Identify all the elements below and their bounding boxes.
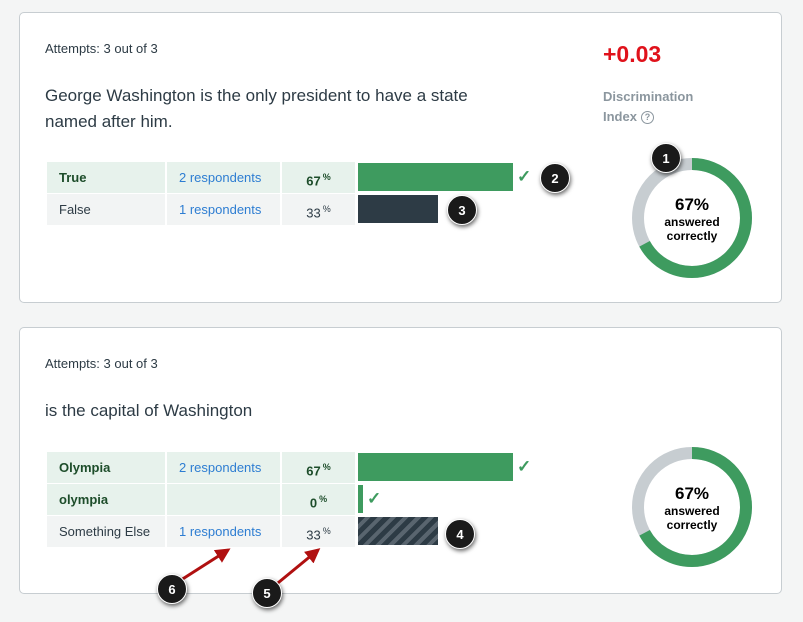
donut-arc: [632, 158, 752, 278]
callout-badge-3: 3: [447, 195, 477, 225]
answer-percent: 67%: [282, 162, 355, 193]
percent-value: 67: [306, 173, 321, 189]
percent-sign: %: [322, 526, 331, 536]
donut-text: 67% answered correctly: [631, 195, 753, 243]
donut-percent: 67%: [674, 484, 710, 503]
answer-bar: [358, 163, 513, 191]
percent-value: 67: [306, 463, 321, 479]
discrimination-label-text: Discrimination Index: [603, 89, 694, 124]
percent-sign: %: [322, 204, 331, 214]
discrimination-index-label: Discrimination Index?: [603, 87, 713, 127]
respondents-link[interactable]: 2 respondents: [167, 162, 280, 193]
donut-label-line2: correctly: [666, 229, 718, 243]
callout-badge-2: 2: [540, 163, 570, 193]
callout-badge-6: 6: [157, 574, 187, 604]
respondents-link[interactable]: [167, 484, 280, 515]
answer-percent: 0%: [282, 484, 355, 515]
donut-label-line2: correctly: [666, 518, 718, 532]
percent-sign: %: [322, 172, 331, 182]
help-icon[interactable]: ?: [640, 111, 654, 124]
respondents-link[interactable]: 2 respondents: [167, 452, 280, 483]
question-card-2: Attempts: 3 out of 3 is the capital of W…: [19, 327, 782, 594]
question-text: George Washington is the only president …: [45, 86, 468, 131]
answer-label: Something Else: [47, 516, 165, 547]
attempts-label: Attempts: 3 out of 3: [45, 356, 158, 371]
answer-percent: 33%: [282, 194, 355, 225]
donut-label-line1: answered: [664, 215, 720, 229]
question-text: is the capital of Washington: [45, 401, 253, 420]
answer-label: False: [47, 194, 165, 225]
donut-chart: [632, 158, 752, 278]
answer-label: True: [47, 162, 165, 193]
answer-row-true: True 2 respondents 67% ✓: [47, 162, 531, 193]
callout-badge-4: 4: [445, 519, 475, 549]
donut-percent: 67%: [674, 195, 710, 214]
callout-badge-5: 5: [252, 578, 282, 608]
donut-chart: [632, 447, 752, 567]
respondents-link[interactable]: 1 respondents: [167, 516, 280, 547]
correct-check-icon: ✓: [367, 489, 382, 508]
answer-row-olympia-lower: olympia 0% ✓: [47, 484, 517, 515]
answer-label: olympia: [47, 484, 165, 515]
percent-value: 33: [306, 527, 321, 543]
answer-bar: [358, 517, 438, 545]
correct-check-icon: ✓: [517, 457, 532, 476]
discrimination-score: +0.03: [603, 41, 662, 67]
percent-sign: %: [319, 494, 328, 504]
answer-row-olympia: Olympia 2 respondents 67% ✓: [47, 452, 531, 483]
attempts-label: Attempts: 3 out of 3: [45, 41, 158, 56]
donut-arc: [632, 447, 752, 567]
percent-value: 0: [309, 495, 318, 511]
answer-percent: 67%: [282, 452, 355, 483]
percent-value: 33: [306, 205, 321, 221]
correct-check-icon: ✓: [517, 167, 532, 186]
answer-bar: [358, 453, 513, 481]
donut-text: 67% answered correctly: [631, 484, 753, 532]
answered-correctly-donut: 67% answered correctly: [631, 157, 753, 279]
callout-badge-1: 1: [651, 143, 681, 173]
answer-percent: 33%: [282, 516, 355, 547]
answer-row-something-else: Something Else 1 respondents 33%: [47, 516, 517, 547]
answer-label: Olympia: [47, 452, 165, 483]
respondents-link[interactable]: 1 respondents: [167, 194, 280, 225]
donut-label-line1: answered: [664, 504, 720, 518]
answer-row-false: False 1 respondents 33%: [47, 194, 517, 225]
answered-correctly-donut: 67% answered correctly: [631, 446, 753, 568]
answer-bar: [358, 485, 363, 513]
answer-bar: [358, 195, 438, 223]
percent-sign: %: [322, 462, 331, 472]
